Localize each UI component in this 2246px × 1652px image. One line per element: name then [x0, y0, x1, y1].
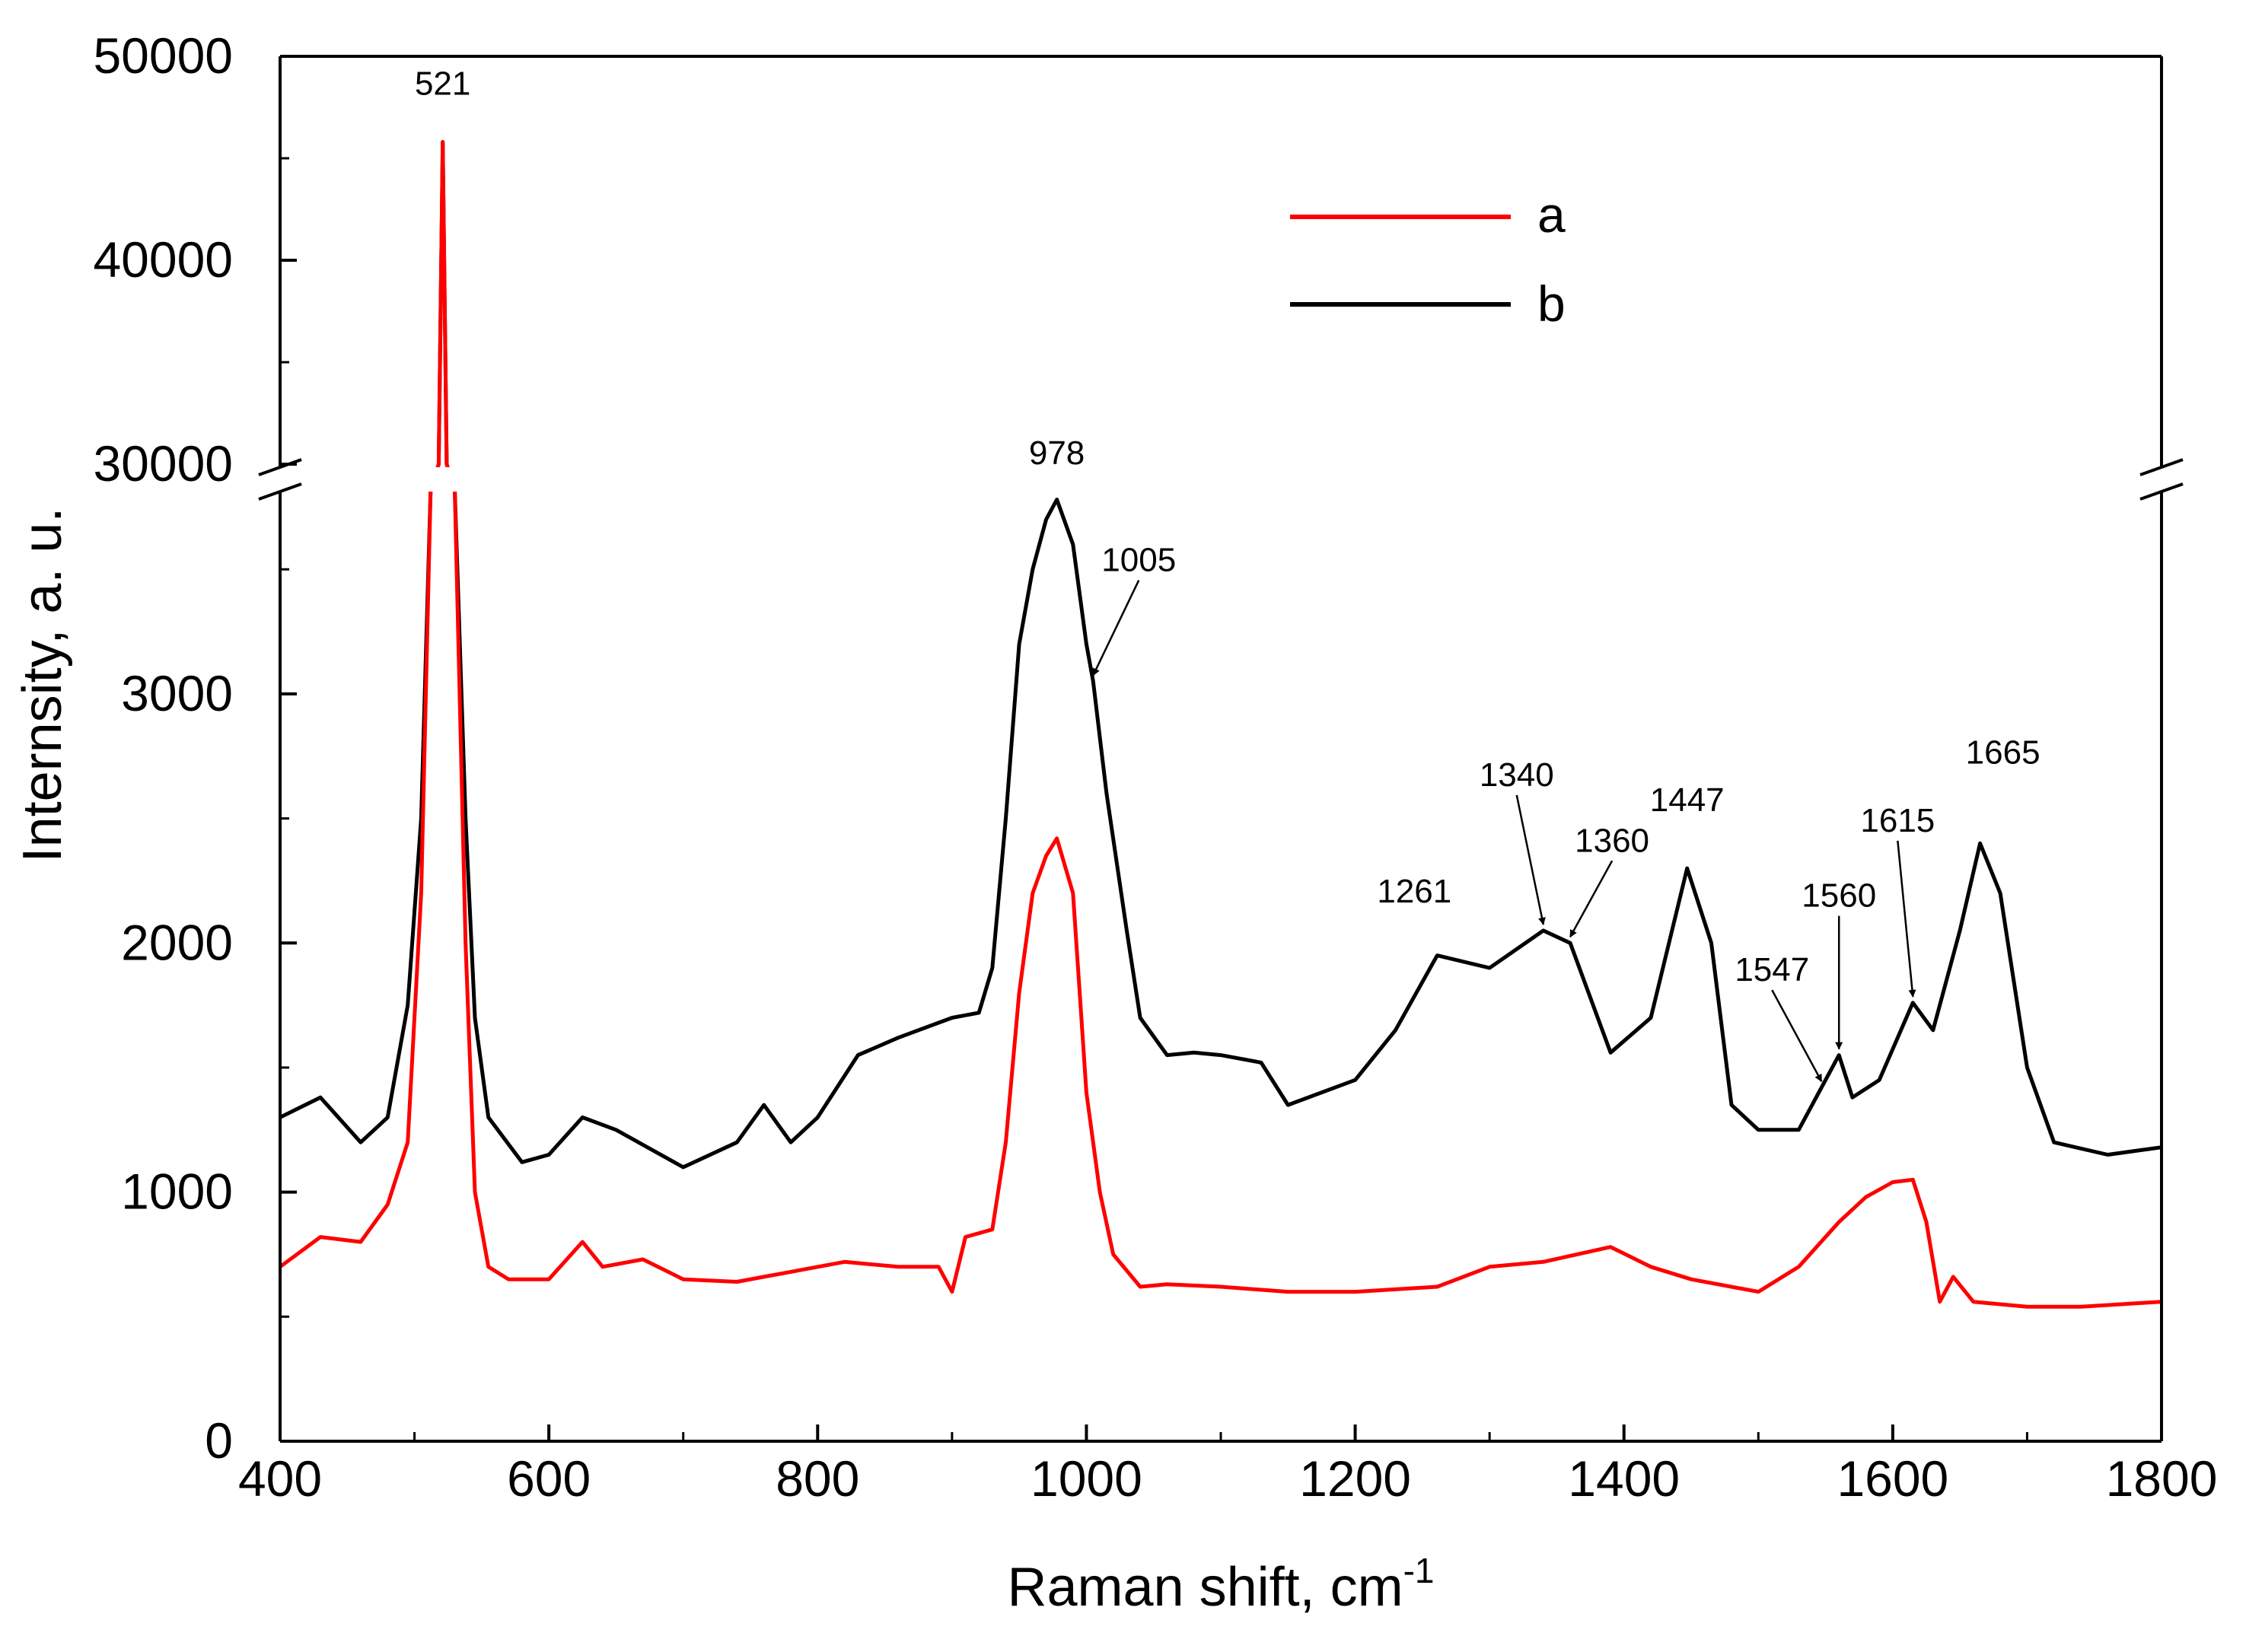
- peak-arrow-1360: [1569, 860, 1614, 938]
- x-tick-label: 1400: [1568, 1450, 1680, 1507]
- y-tick-label: 1000: [121, 1163, 233, 1220]
- axes-layer: [258, 55, 2184, 1443]
- right-axis-break-symbol-bottom: [2139, 482, 2184, 501]
- peak-label-1447: 1447: [1650, 781, 1725, 819]
- peak-label-1665: 1665: [1966, 734, 2041, 771]
- series-layer: [280, 140, 2162, 1309]
- axis-break-mask: [282, 467, 2159, 492]
- x-tick-label: 400: [238, 1450, 322, 1507]
- y-tick-label: 30000: [93, 435, 233, 492]
- x-tick-label: 800: [776, 1450, 859, 1507]
- legend-label-b: b: [1537, 275, 1566, 332]
- y-axis-title: Internsity, a. u.: [12, 508, 73, 863]
- x-tick-label: 1000: [1031, 1450, 1142, 1507]
- ticks-layer: 400 600 800 1000 1200 1400 1600 1800 0 1000 2000 30…: [93, 27, 2217, 1507]
- x-axis-title: Raman shift, cm-1: [1007, 1551, 1434, 1618]
- x-tick-label: 600: [507, 1450, 591, 1507]
- peak-label-1615: 1615: [1860, 802, 1935, 839]
- y-tick-label: 0: [205, 1412, 233, 1469]
- y-tick-label: 40000: [93, 231, 233, 288]
- right-axis-break-symbol-top: [2139, 458, 2184, 476]
- peak-label-1005: 1005: [1101, 542, 1176, 579]
- peak-arrow-1547: [1771, 989, 1823, 1083]
- series-line-b: [280, 140, 2162, 1170]
- y-tick-label: 3000: [121, 665, 233, 721]
- series-line-a: [280, 140, 2162, 1309]
- peak-arrow-1005: [1092, 579, 1140, 676]
- peak-label-521: 521: [415, 65, 470, 102]
- legend-label-a: a: [1537, 186, 1566, 243]
- peak-label-1547: 1547: [1735, 951, 1809, 988]
- peak-label-1340: 1340: [1480, 756, 1554, 794]
- peak-label-1360: 1360: [1575, 822, 1649, 859]
- peak-arrow-1615: [1897, 840, 1916, 998]
- peak-label-1261: 1261: [1377, 873, 1451, 910]
- peak-label-978: 978: [1029, 434, 1085, 472]
- y-tick-label: 50000: [93, 27, 233, 84]
- peak-arrow-1340: [1515, 794, 1546, 925]
- y-tick-label: 2000: [121, 914, 233, 970]
- peak-label-1560: 1560: [1802, 877, 1876, 915]
- y-axis-break-symbol-bottom: [258, 482, 302, 501]
- y-axis-break-symbol-top: [258, 458, 302, 476]
- x-tick-label: 1200: [1299, 1450, 1411, 1507]
- x-tick-label: 1600: [1837, 1450, 1948, 1507]
- legend: a b: [1290, 186, 1566, 332]
- x-tick-label: 1800: [2106, 1450, 2218, 1507]
